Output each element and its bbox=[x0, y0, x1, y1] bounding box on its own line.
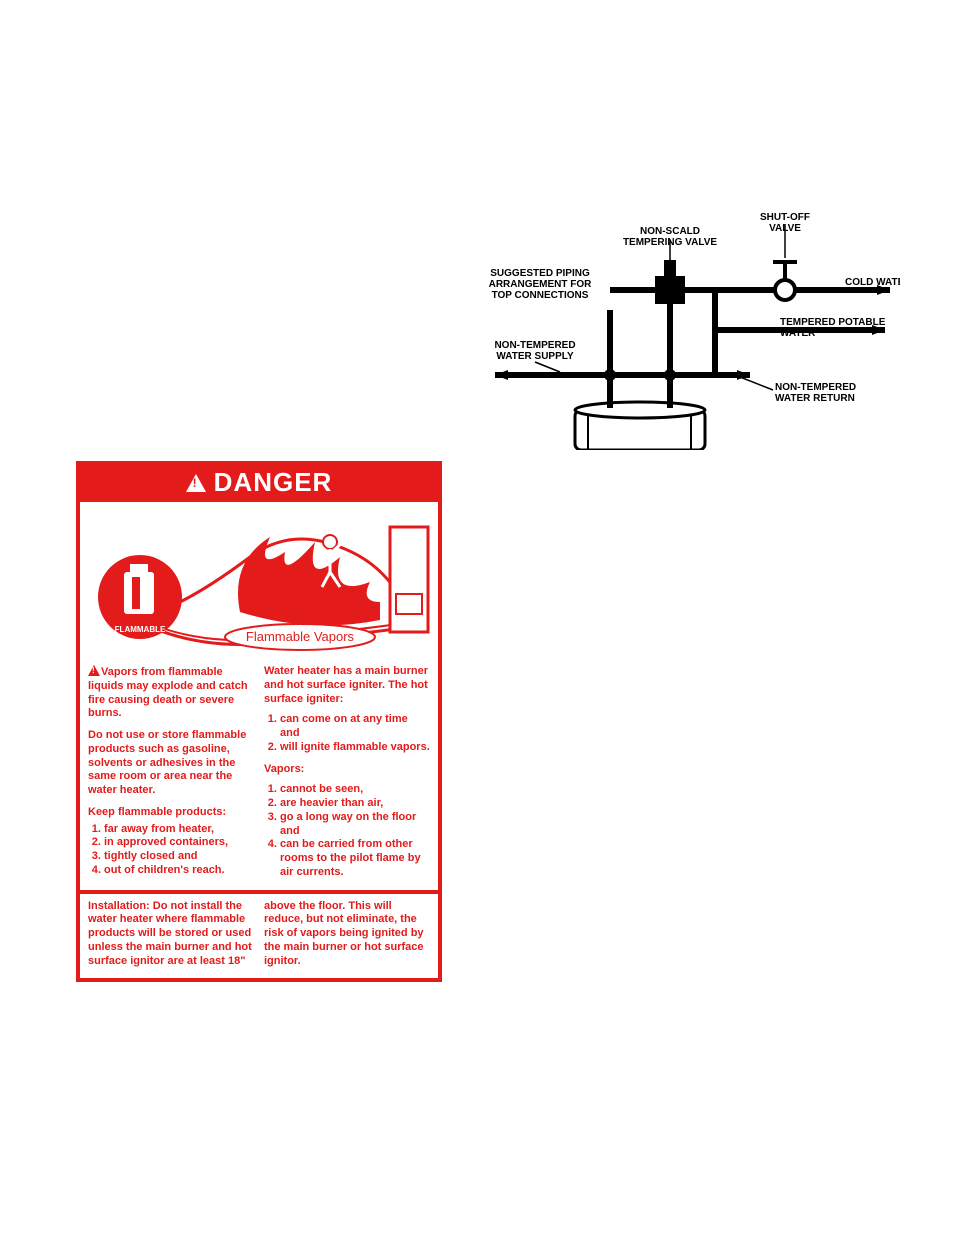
list-item: go a long way on the floor and bbox=[280, 811, 430, 839]
list-item: will ignite flammable vapors. bbox=[280, 741, 430, 755]
svg-text:SUGGESTED PIPINGARRANGEMENT FO: SUGGESTED PIPINGARRANGEMENT FORTOP CONNE… bbox=[489, 268, 593, 301]
flammable-vapors-label: Flammable Vapors bbox=[246, 629, 355, 644]
danger-col-right: Water heater has a main burner and hot s… bbox=[264, 665, 430, 880]
install-section: Installation: Do not install the water h… bbox=[80, 894, 438, 979]
list-item: can be carried from other rooms to the p… bbox=[280, 838, 430, 879]
warning-small-icon bbox=[88, 665, 100, 676]
svg-text:NON-TEMPEREDWATER SUPPLY: NON-TEMPEREDWATER SUPPLY bbox=[494, 340, 575, 362]
danger-columns: Vapors from flammable liquids may explod… bbox=[80, 657, 438, 894]
flammable-circle-label: FLAMMABLE bbox=[115, 625, 166, 634]
danger-col-left: Vapors from flammable liquids may explod… bbox=[88, 665, 254, 880]
piping-diagram-svg: NON-SCALDTEMPERING VALVE SHUT-OFFVALVE S… bbox=[480, 190, 900, 450]
danger-panel: DANGER FLAMMABLE Flammable Vapors bbox=[76, 461, 442, 982]
svg-text:COLD WATER INLET: COLD WATER INLET bbox=[845, 277, 900, 288]
danger-title: DANGER bbox=[214, 467, 333, 498]
left-lead: Vapors from flammable liquids may explod… bbox=[88, 665, 254, 721]
install-title: Installation: bbox=[88, 900, 150, 912]
list-item: in approved containers, bbox=[104, 836, 254, 850]
left-list: far away from heater, in approved contai… bbox=[104, 823, 254, 878]
list-item: tightly closed and bbox=[104, 850, 254, 864]
danger-header: DANGER bbox=[80, 465, 438, 502]
right-list2: cannot be seen, are heavier than air, go… bbox=[280, 783, 430, 879]
svg-text:NON-TEMPEREDWATER RETURN: NON-TEMPEREDWATER RETURN bbox=[775, 382, 856, 404]
danger-illustration: FLAMMABLE Flammable Vapors bbox=[80, 502, 438, 657]
list-item: far away from heater, bbox=[104, 823, 254, 837]
piping-diagram: NON-SCALDTEMPERING VALVE SHUT-OFFVALVE S… bbox=[480, 190, 900, 450]
left-p1: Do not use or store flammable products s… bbox=[88, 729, 254, 798]
warning-triangle-icon bbox=[186, 474, 206, 492]
list-item: are heavier than air, bbox=[280, 797, 430, 811]
list-item: cannot be seen, bbox=[280, 783, 430, 797]
list-item: can come on at any time and bbox=[280, 713, 430, 741]
right-lead: Water heater has a main burner and hot s… bbox=[264, 665, 430, 706]
left-keep: Keep flammable products: bbox=[88, 806, 254, 820]
list-item: out of children's reach. bbox=[104, 864, 254, 878]
right-vapors: Vapors: bbox=[264, 763, 430, 777]
right-list1: can come on at any time and will ignite … bbox=[280, 713, 430, 754]
